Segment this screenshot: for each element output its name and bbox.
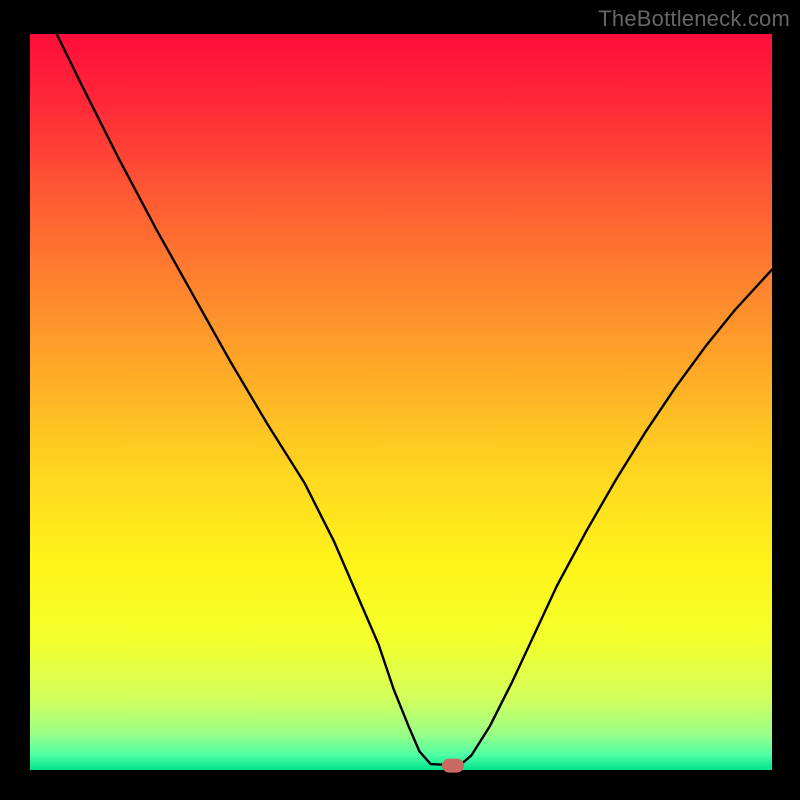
chart-canvas xyxy=(0,0,800,800)
gradient-background xyxy=(30,34,772,770)
optimal-point-marker xyxy=(442,759,464,773)
bottleneck-chart: TheBottleneck.com xyxy=(0,0,800,800)
